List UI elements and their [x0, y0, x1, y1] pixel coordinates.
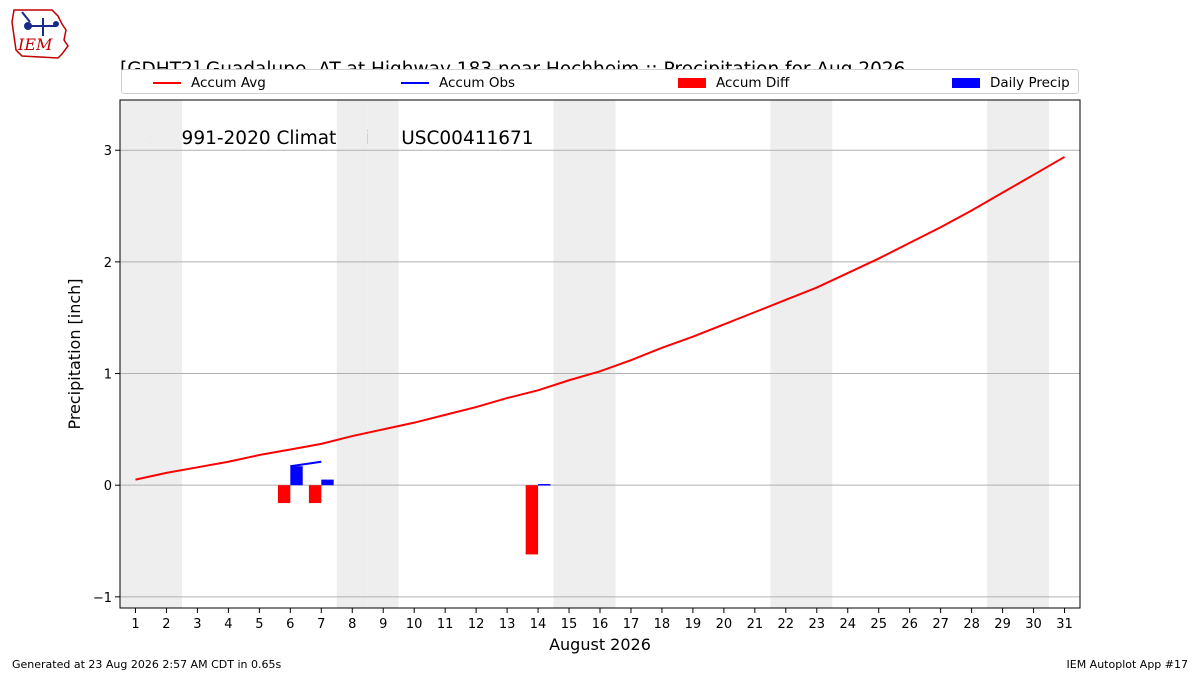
x-tick-label: 21: [747, 617, 764, 632]
x-tick-label: 1: [131, 617, 139, 632]
accum-diff-bar: [277, 485, 291, 504]
footer-app: IEM Autoplot App #17: [1066, 658, 1189, 671]
accum-obs-swatch: [401, 81, 429, 84]
weekend-shade: [150, 100, 182, 608]
weekend-shade: [120, 100, 151, 608]
x-tick-label: 30: [1025, 617, 1042, 632]
accum-avg-swatch: [153, 81, 181, 84]
x-tick-label: 3: [193, 617, 201, 632]
weekend-shade: [770, 100, 802, 608]
x-tick-label: 22: [778, 617, 795, 632]
legend-daily-precip-label: Daily Precip: [990, 74, 1070, 91]
x-tick-label: 16: [592, 617, 609, 632]
y-tick-label: −1: [93, 591, 112, 606]
x-tick-label: 13: [499, 617, 516, 632]
daily-precip-swatch: [952, 77, 980, 88]
weekend-shade: [801, 100, 833, 608]
accum-obs-line: [290, 460, 322, 468]
legend-accum-diff: Accum Diff: [678, 70, 789, 95]
x-tick-label: 14: [530, 617, 547, 632]
weekend-shade: [1018, 100, 1050, 608]
x-tick-label: 12: [468, 617, 485, 632]
x-tick-label: 28: [963, 617, 980, 632]
x-tick-label: 6: [286, 617, 294, 632]
weekend-shade: [367, 100, 399, 608]
iem-logo: IEM: [11, 9, 69, 59]
x-tick-label: 19: [685, 617, 702, 632]
weekend-shade: [336, 100, 368, 608]
daily-precip-bar: [538, 484, 551, 486]
legend-accum-avg: Accum Avg: [153, 70, 266, 95]
legend: Accum Avg Accum Obs Accum Diff Daily Pre…: [121, 69, 1079, 94]
y-axis-label: Precipitation [inch]: [65, 278, 84, 429]
y-tick-label: 3: [104, 144, 112, 159]
y-tick-label: 0: [104, 479, 112, 494]
x-tick-label: 10: [406, 617, 423, 632]
x-tick-label: 5: [255, 617, 263, 632]
x-tick-label: 11: [437, 617, 454, 632]
weekend-shade: [987, 100, 1019, 608]
x-tick-label: 25: [870, 617, 887, 632]
x-tick-label: 9: [379, 617, 387, 632]
x-tick-label: 4: [224, 617, 232, 632]
x-tick-label: 26: [901, 617, 918, 632]
legend-daily-precip: Daily Precip: [952, 70, 1070, 95]
x-tick-label: 7: [317, 617, 325, 632]
y-tick-label: 2: [104, 256, 112, 271]
x-tick-label: 27: [932, 617, 949, 632]
daily-precip-bar: [290, 466, 303, 486]
weekend-shade: [553, 100, 585, 608]
legend-accum-obs: Accum Obs: [401, 70, 515, 95]
x-axis-label: August 2026: [549, 635, 651, 654]
legend-accum-diff-label: Accum Diff: [716, 74, 790, 91]
x-tick-label: 29: [994, 617, 1011, 632]
x-tick-label: 2: [162, 617, 170, 632]
x-tick-label: 24: [839, 617, 856, 632]
x-tick-label: 15: [561, 617, 578, 632]
legend-accum-avg-label: Accum Avg: [191, 74, 266, 91]
accum-diff-bar: [525, 485, 539, 555]
logo-text: IEM: [17, 35, 53, 54]
x-tick-label: 18: [654, 617, 671, 632]
legend-accum-obs-label: Accum Obs: [439, 74, 516, 91]
x-tick-label: 8: [348, 617, 356, 632]
accum-diff-swatch: [678, 77, 706, 88]
x-tick-label: 23: [809, 617, 826, 632]
x-tick-label: 31: [1056, 617, 1073, 632]
y-tick-label: 1: [104, 368, 112, 383]
plot-frame: [119, 99, 1081, 609]
accum-avg-line: [135, 156, 1066, 481]
footer-generated: Generated at 23 Aug 2026 2:57 AM CDT in …: [12, 658, 282, 671]
x-tick-label: 20: [716, 617, 733, 632]
daily-precip-bar: [321, 479, 334, 486]
x-tick-label: 17: [623, 617, 640, 632]
weekend-shade: [584, 100, 616, 608]
accum-diff-bar: [308, 485, 322, 504]
